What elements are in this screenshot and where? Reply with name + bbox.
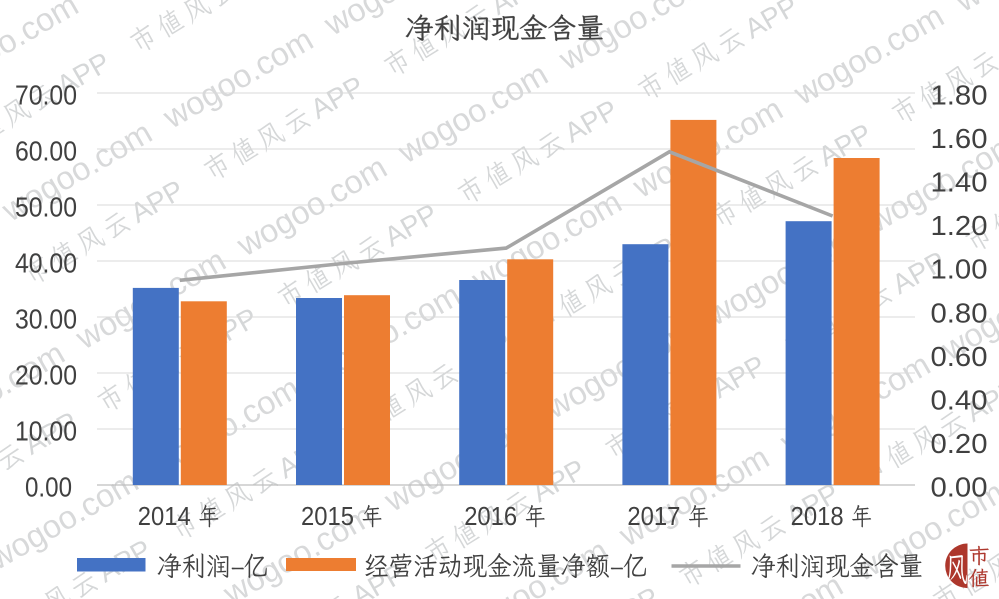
- svg-text:1.80: 1.80: [931, 80, 988, 111]
- svg-text:APP: APP: [993, 13, 999, 68]
- svg-text:1.00: 1.00: [931, 254, 988, 285]
- svg-text:2014: 2014: [138, 503, 191, 531]
- svg-text:2017: 2017: [627, 503, 680, 531]
- svg-text:2018: 2018: [791, 503, 844, 531]
- svg-text:1.40: 1.40: [931, 167, 988, 198]
- svg-text:70.00: 70.00: [15, 80, 77, 111]
- svg-text:20.00: 20.00: [15, 360, 77, 391]
- svg-text:50.00: 50.00: [15, 192, 77, 223]
- svg-text:60.00: 60.00: [15, 136, 77, 167]
- svg-text:1.20: 1.20: [931, 210, 988, 241]
- svg-text:0.00: 0.00: [25, 472, 72, 503]
- svg-text:30.00: 30.00: [15, 304, 77, 335]
- svg-text:0.00: 0.00: [931, 472, 988, 503]
- svg-text:APP: APP: [0, 278, 9, 333]
- svg-text:2015: 2015: [301, 503, 354, 531]
- svg-text:0.80: 0.80: [931, 297, 988, 328]
- svg-text:10.00: 10.00: [15, 416, 77, 447]
- svg-text:1.60: 1.60: [931, 123, 988, 154]
- svg-text:0.20: 0.20: [931, 428, 988, 459]
- svg-text:2016: 2016: [464, 503, 517, 531]
- svg-text:0.40: 0.40: [931, 384, 988, 415]
- svg-text:0.60: 0.60: [931, 341, 988, 372]
- svg-text:40.00: 40.00: [15, 248, 77, 279]
